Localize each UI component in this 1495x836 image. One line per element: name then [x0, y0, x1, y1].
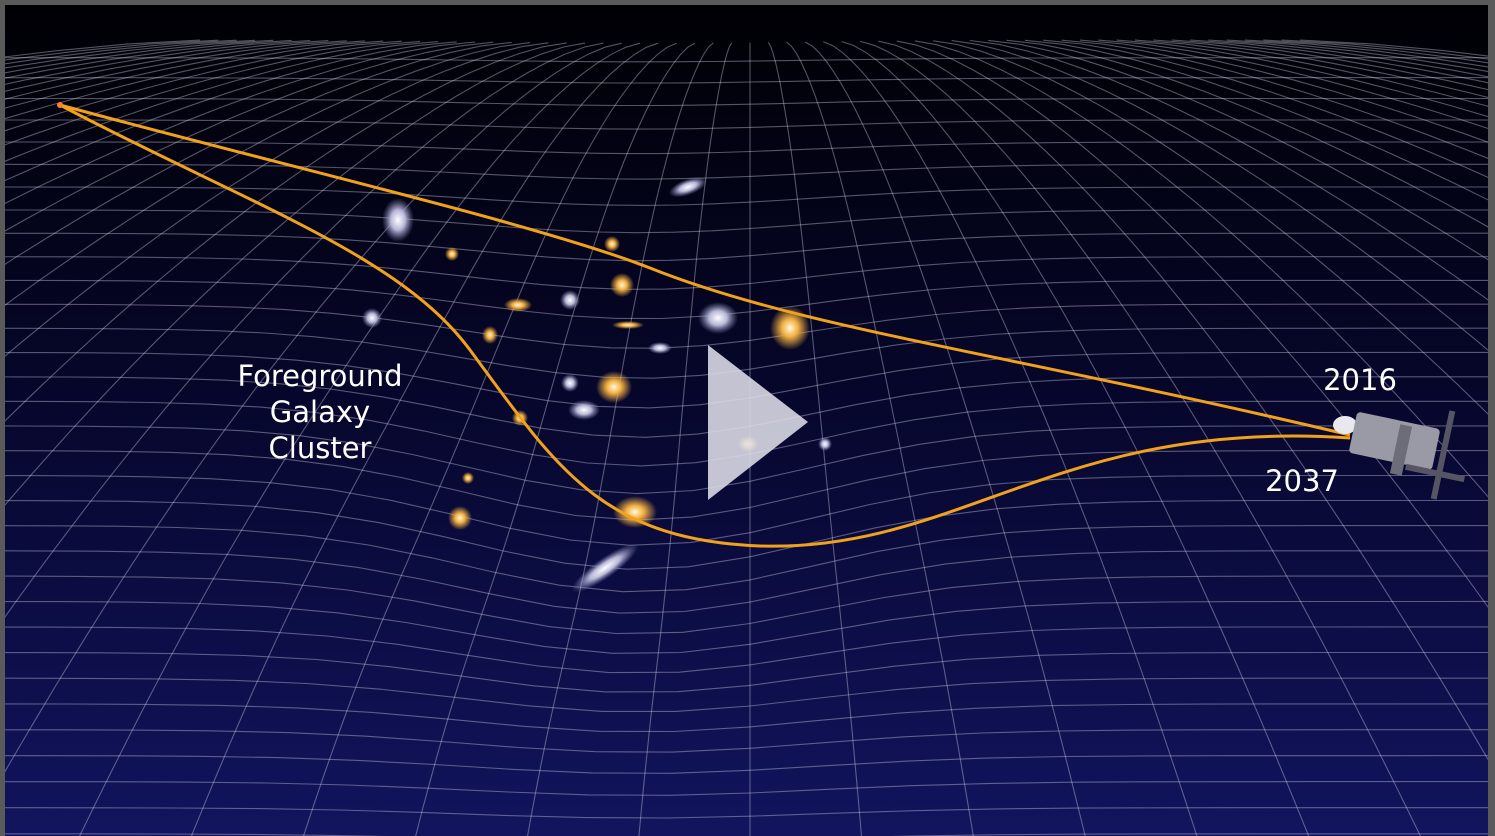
cluster-label: Cluster	[269, 431, 372, 465]
grid-line	[5, 499, 1488, 570]
grid-line	[5, 41, 494, 232]
grid-line	[5, 42, 622, 773]
grid-line	[5, 626, 1488, 674]
grid-line	[823, 41, 1198, 836]
year-label: 2016	[1323, 363, 1397, 397]
grid-line	[5, 141, 1488, 155]
grid-line	[5, 303, 1488, 349]
grid-line	[5, 77, 1488, 84]
grid-line	[190, 42, 659, 836]
grid-line	[5, 450, 1488, 521]
grid-line	[5, 703, 1488, 733]
grid-line	[5, 209, 1488, 234]
cluster-label: Galaxy	[270, 395, 370, 429]
grid-line	[79, 42, 641, 836]
grid-line	[1134, 39, 1488, 107]
grid-line	[5, 97, 1488, 107]
distant-star	[57, 102, 63, 108]
grid-line	[5, 807, 1488, 819]
grid-line	[951, 40, 1488, 351]
light-paths	[59, 103, 1351, 548]
grid-line	[933, 40, 1488, 415]
grid-line	[878, 40, 1488, 761]
grid-line	[5, 41, 512, 265]
grid-line	[5, 42, 586, 506]
lower-light-path	[59, 103, 1351, 548]
grid-line	[5, 42, 549, 357]
grid-line	[5, 119, 1488, 130]
grid-line	[5, 41, 476, 205]
grid-line	[5, 40, 402, 132]
grid-line	[5, 474, 1488, 546]
grid-line	[1006, 39, 1488, 228]
grid-line	[5, 40, 421, 146]
grid-line	[1098, 39, 1488, 130]
grid-line	[5, 41, 457, 182]
grid-line	[5, 677, 1488, 712]
grid-line	[5, 42, 531, 306]
play-button[interactable]	[708, 345, 808, 500]
grid-line	[5, 575, 1488, 635]
grid-line	[5, 651, 1488, 693]
grid-line	[5, 41, 439, 162]
grid-line	[988, 39, 1488, 261]
grid-line	[1061, 39, 1488, 159]
grid-line	[5, 42, 567, 422]
grid-line	[1024, 39, 1488, 201]
grid-line	[302, 42, 677, 836]
grid-line	[804, 41, 1086, 836]
grid-line	[5, 781, 1488, 796]
grid-line	[5, 186, 1488, 206]
year-label: 2037	[1265, 464, 1339, 498]
grid-line	[767, 42, 863, 836]
grid-line	[5, 729, 1488, 753]
grid-line	[1043, 39, 1488, 178]
grid-line	[969, 39, 1488, 301]
grid-line	[5, 600, 1488, 654]
grid-line	[5, 279, 1488, 320]
grid-line	[5, 40, 384, 120]
spacetime-grid	[5, 39, 1488, 836]
grid-line	[841, 41, 1310, 836]
grid-line	[5, 525, 1488, 593]
grid-line	[5, 256, 1488, 290]
grid-line	[896, 40, 1488, 608]
galaxies	[362, 176, 832, 593]
grid-line	[415, 42, 696, 836]
grid-line	[859, 40, 1422, 836]
grid-line	[5, 57, 1488, 63]
grid-line	[1116, 39, 1488, 118]
upper-light-path	[59, 103, 1351, 437]
grid-line	[5, 550, 1488, 614]
grid-line	[5, 163, 1488, 180]
cluster-label: Foreground	[237, 359, 402, 393]
grid-line	[914, 40, 1488, 498]
grid-line	[5, 232, 1488, 262]
grid-line	[5, 755, 1488, 774]
telescope	[1333, 410, 1465, 500]
grid-line	[1079, 39, 1488, 143]
grid-line	[5, 40, 366, 109]
grid-line	[5, 327, 1488, 379]
grid-line	[5, 425, 1488, 495]
grid-line	[638, 42, 733, 836]
grid-line	[786, 41, 974, 836]
grid-line	[5, 42, 604, 618]
